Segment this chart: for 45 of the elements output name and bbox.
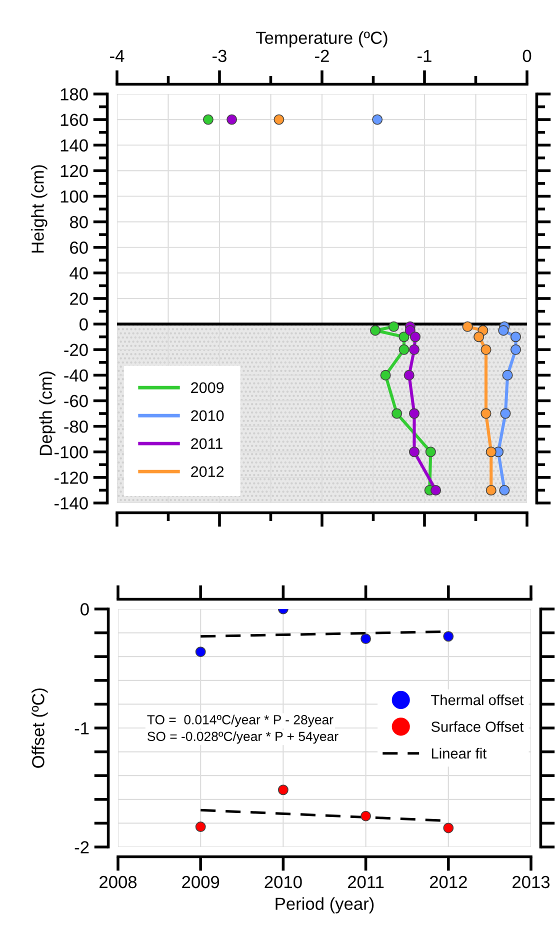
- y-tick-label: 120: [60, 164, 88, 178]
- x-tick-label: -1: [418, 50, 432, 62]
- y-tick-label: 40: [70, 267, 88, 280]
- y-tick-label: -20: [64, 344, 88, 356]
- y-tick-label: -120: [54, 472, 88, 484]
- legend-label: 2010: [191, 410, 224, 422]
- legend-label: 2011: [191, 438, 222, 450]
- legend-label: Thermal offset: [431, 694, 524, 706]
- y-tick-label: -2: [74, 841, 89, 854]
- x-tick-label: 0: [522, 50, 532, 62]
- x-axis-title: Temperature (ºC): [256, 31, 388, 48]
- y-tick-label: 160: [60, 114, 88, 126]
- y-tick-label: -1: [74, 722, 89, 734]
- legend-label: Linear fit: [432, 748, 487, 759]
- x-tick-label: -2: [315, 50, 329, 62]
- text: Depth (cm): [39, 372, 56, 456]
- x-tick-label: 2010: [264, 876, 302, 888]
- y-tick-label: 0: [80, 318, 88, 331]
- x-tick-label: -3: [212, 50, 226, 62]
- y-axis-title: Height (cm): [31, 165, 48, 252]
- y-tick-label: 140: [60, 139, 88, 152]
- x-tick-label: 2011: [348, 876, 384, 888]
- legend-label: Surface Offset: [431, 721, 524, 732]
- y-tick-label: 180: [60, 88, 88, 100]
- y-tick-label: 100: [60, 190, 88, 203]
- x-axis-title: Period (year): [276, 897, 374, 914]
- x-tick-label: 2012: [430, 876, 467, 888]
- y-tick-label: 60: [70, 242, 88, 254]
- y-tick-label: -60: [64, 394, 88, 408]
- annotation: TO = 0.014ºC/year * P - 28year: [147, 714, 334, 728]
- x-tick-label: 2013: [512, 876, 550, 888]
- x-tick-label: 2008: [100, 876, 137, 888]
- x-tick-label: 2009: [182, 876, 220, 888]
- y-tick-label: 0: [80, 603, 89, 616]
- y-tick-label: -140: [54, 497, 88, 510]
- y-tick-label: -40: [64, 369, 88, 382]
- y-tick-label: -100: [54, 446, 88, 458]
- y-tick-label: -80: [64, 420, 88, 433]
- legend-label: 2009: [191, 382, 224, 394]
- y-tick-label: 20: [70, 292, 88, 305]
- x-tick-label: -4: [110, 50, 124, 62]
- legend-label: 2012: [191, 466, 224, 478]
- y-axis-title: Offset (ºC): [32, 688, 48, 768]
- y-tick-label: 80: [70, 216, 88, 228]
- annotation: SO = -0.028ºC/year * P + 54year: [148, 731, 338, 744]
